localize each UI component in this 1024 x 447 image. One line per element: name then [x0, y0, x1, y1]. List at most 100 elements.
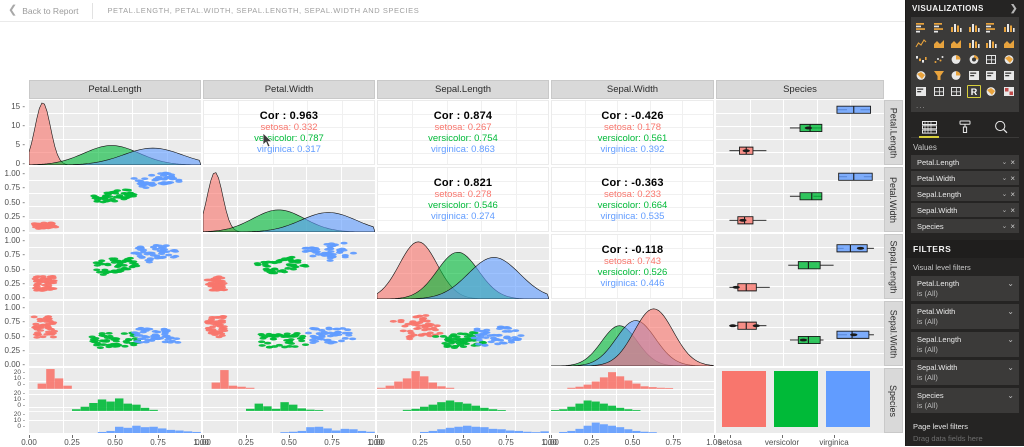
- viz-type-funnel[interactable]: [932, 69, 946, 82]
- chevron-down-icon[interactable]: ⌄: [1001, 207, 1008, 214]
- scatter-sepal-width-vs-petal-width: [203, 301, 375, 366]
- visualization-gallery-row: [914, 53, 1016, 66]
- viz-type-stacked-column-chart[interactable]: [949, 21, 963, 34]
- chevron-down-icon[interactable]: ⌄: [1001, 159, 1008, 166]
- x-axis-tick-mark: [203, 435, 204, 438]
- viz-type-gauge[interactable]: [949, 69, 963, 82]
- remove-field-icon[interactable]: ×: [1010, 205, 1015, 215]
- viz-type-filled-map[interactable]: [914, 69, 928, 82]
- filter-card-species[interactable]: Species is (All) ⌄: [911, 388, 1019, 413]
- y-axis-tick-label: 0.50 -: [4, 264, 25, 274]
- viz-type-map[interactable]: [1002, 53, 1016, 66]
- x-axis-tick-mark: [332, 435, 333, 438]
- back-to-report-button[interactable]: ❮ Back to Report: [0, 0, 88, 22]
- visualization-gallery-row: R: [914, 85, 1016, 98]
- viz-type-clustered-column-chart[interactable]: [967, 21, 981, 34]
- viz-type-scatter-chart[interactable]: [932, 53, 946, 66]
- values-label: Values: [913, 143, 937, 152]
- viz-type-area-chart[interactable]: [932, 37, 946, 50]
- r-script-visual-icon: R: [971, 87, 978, 97]
- viz-type-multi-row-card[interactable]: [967, 69, 981, 82]
- values-field-species[interactable]: Species ⌄ ×: [911, 219, 1019, 233]
- chevron-down-icon[interactable]: ⌄: [1001, 223, 1008, 230]
- viz-type-matrix[interactable]: [949, 85, 963, 98]
- chevron-down-icon[interactable]: ⌄: [1007, 335, 1014, 344]
- x-axis-tick-mark: [730, 435, 731, 438]
- viz-type-kpi[interactable]: [1002, 69, 1016, 82]
- viz-type-waterfall-chart[interactable]: [914, 53, 928, 66]
- line-chart-icon: [915, 39, 927, 48]
- remove-field-icon[interactable]: ×: [1010, 221, 1015, 231]
- visualizations-header: VISUALIZATIONS ❯: [906, 0, 1024, 16]
- r-visual-scatterplot-matrix[interactable]: Petal.Length Petal.Width Sepal.Length Sepal…: [0, 22, 905, 447]
- visualization-gallery[interactable]: R...: [911, 17, 1019, 112]
- viz-type-line-chart[interactable]: [914, 37, 928, 50]
- correlation-versicolor: versicolor: 0.526: [597, 267, 668, 278]
- y-axis-tick-label: 0.00 -: [4, 293, 25, 302]
- chevron-left-icon: ❮: [8, 4, 18, 16]
- values-field-petal-length[interactable]: Petal.Length ⌄ ×: [911, 155, 1019, 169]
- format-tab[interactable]: [952, 117, 978, 137]
- remove-field-icon[interactable]: ×: [1010, 189, 1015, 199]
- viz-type-clustered-bar-chart[interactable]: [932, 21, 946, 34]
- filter-card-sepal-width[interactable]: Sepal.Width is (All) ⌄: [911, 360, 1019, 385]
- chevron-right-icon[interactable]: ❯: [1010, 2, 1018, 13]
- viz-type-treemap[interactable]: [984, 53, 998, 66]
- column-strip-label: Sepal.Width: [606, 84, 659, 95]
- chevron-down-icon[interactable]: ⌄: [1007, 391, 1014, 400]
- chevron-down-icon[interactable]: ⌄: [1001, 175, 1008, 182]
- chevron-down-icon[interactable]: ⌄: [1001, 191, 1008, 198]
- viz-type-ribbon-chart[interactable]: [1002, 37, 1016, 50]
- viz-type-stacked-area-chart[interactable]: [949, 37, 963, 50]
- viz-type-pie-chart[interactable]: [949, 53, 963, 66]
- viz-type-slicer[interactable]: [914, 85, 928, 98]
- viz-type-r-script-visual[interactable]: R: [966, 85, 981, 98]
- viz-type-arcgis-map[interactable]: [984, 85, 998, 98]
- viz-type-line-and-stacked-column[interactable]: [967, 37, 981, 50]
- viz-type-hundred-percent-stacked-bar[interactable]: [984, 21, 998, 34]
- viz-type-table[interactable]: [932, 85, 946, 98]
- correlation-text: Cor : 0.963 setosa: 0.332 versicolor: 0.78…: [204, 101, 374, 164]
- x-axis-tick-mark: [375, 435, 376, 438]
- viz-type-donut-chart[interactable]: [967, 53, 981, 66]
- y-axis-tick-label: 1.00 -: [4, 169, 25, 178]
- y-axis-tick-label: 10 -: [11, 121, 25, 130]
- viz-type-python-visual[interactable]: [1002, 85, 1016, 98]
- gauge-icon: [951, 71, 961, 80]
- y-axis-tick-label: 0.50 -: [4, 197, 25, 207]
- chevron-down-icon[interactable]: ⌄: [1007, 363, 1014, 372]
- viz-type-hundred-percent-stacked-column[interactable]: [1002, 21, 1016, 34]
- fields-stack-icon: [921, 120, 937, 134]
- viz-type-card[interactable]: [984, 69, 998, 82]
- fields-tab[interactable]: [916, 117, 942, 138]
- filter-field-value: is (All): [917, 401, 938, 410]
- viz-type-stacked-bar-chart[interactable]: [914, 21, 928, 34]
- x-axis-tick-mark: [549, 435, 550, 438]
- chevron-down-icon[interactable]: ⌄: [1007, 279, 1014, 288]
- y-axis-tick-label: 0 -: [17, 402, 25, 410]
- values-field-petal-width[interactable]: Petal.Width ⌄ ×: [911, 171, 1019, 185]
- filter-card-petal-width[interactable]: Petal.Width is (All) ⌄: [911, 304, 1019, 329]
- column-strip-label: Petal.Width: [264, 84, 314, 95]
- filter-card-sepal-length[interactable]: Sepal.Length is (All) ⌄: [911, 332, 1019, 357]
- correlation-setosa: setosa: 0.233: [603, 189, 662, 200]
- x-axis-tick-mark: [115, 435, 116, 438]
- remove-field-icon[interactable]: ×: [1010, 157, 1015, 167]
- values-field-sepal-width[interactable]: Sepal.Width ⌄ ×: [911, 203, 1019, 217]
- x-axis-tick-mark: [834, 435, 835, 438]
- more-visuals-button[interactable]: ...: [916, 101, 926, 110]
- filter-field-value: is (All): [917, 289, 938, 298]
- x-axis-tick-label: 1.00: [193, 438, 209, 447]
- chevron-down-icon[interactable]: ⌄: [1007, 307, 1014, 316]
- y-axis-tick-label: 0 -: [17, 423, 25, 431]
- x-axis-tick-label: 0.75: [324, 438, 340, 447]
- ribbon-chart-icon: [1003, 40, 1014, 48]
- analytics-tab[interactable]: [988, 117, 1014, 137]
- viz-type-line-and-clustered-column[interactable]: [984, 37, 998, 50]
- remove-field-icon[interactable]: ×: [1010, 173, 1015, 183]
- column-strip-label: Species: [783, 84, 817, 95]
- values-field-sepal-length[interactable]: Sepal.Length ⌄ ×: [911, 187, 1019, 201]
- correlation-text: Cor : -0.118 setosa: 0.743 versicolor: 0.5…: [552, 235, 713, 298]
- filter-card-petal-length[interactable]: Petal.Length is (All) ⌄: [911, 276, 1019, 301]
- values-field-label: Sepal.Length: [917, 189, 962, 199]
